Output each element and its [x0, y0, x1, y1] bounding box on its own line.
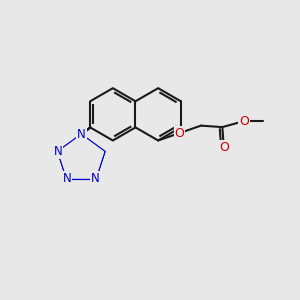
Text: O: O: [239, 115, 249, 128]
Text: N: N: [77, 128, 86, 141]
Text: O: O: [175, 127, 184, 140]
Text: O: O: [219, 141, 229, 154]
Polygon shape: [58, 135, 104, 179]
Text: N: N: [54, 145, 62, 158]
Text: N: N: [63, 172, 71, 185]
Text: N: N: [91, 172, 100, 185]
